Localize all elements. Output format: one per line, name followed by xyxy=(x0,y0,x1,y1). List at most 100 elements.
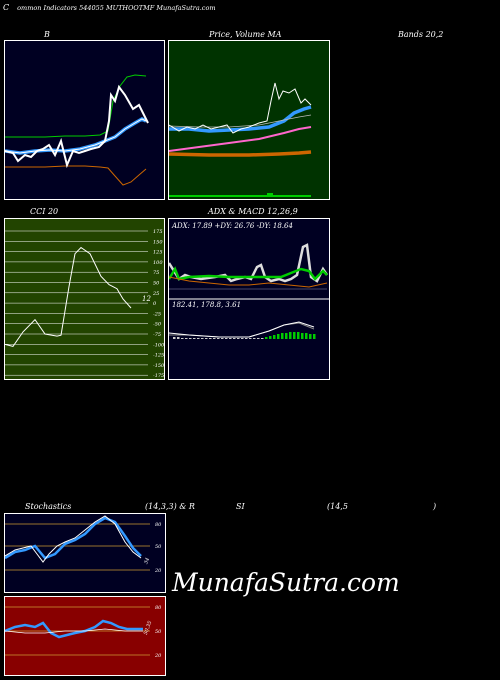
rsi-panel: 80 50 20 50.35 xyxy=(4,596,166,676)
cci-tick-label: 75 xyxy=(153,270,159,276)
macd-histogram xyxy=(173,332,316,339)
header-title-initial: C xyxy=(3,3,10,12)
adx-macd-chart xyxy=(169,243,329,339)
macd-histogram-bar xyxy=(309,334,312,339)
macd-histogram-bar xyxy=(181,338,184,339)
macd-histogram-bar xyxy=(313,334,316,339)
macd-histogram-bar xyxy=(257,338,260,339)
macd-histogram-bar xyxy=(289,332,292,339)
macd-histogram-bar xyxy=(177,337,180,339)
macd-histogram-bar xyxy=(273,335,276,339)
adx-macd-label: ADX & MACD 12,26,9 xyxy=(208,207,298,216)
bollinger-middle-band-overlay xyxy=(5,118,147,154)
cci-value-label: 12 xyxy=(142,295,151,303)
rsi-tick-50: 50 xyxy=(155,629,162,635)
macd-histogram-bar xyxy=(189,338,192,339)
macd-histogram-bar xyxy=(225,338,228,339)
price-volume-chart xyxy=(169,82,312,197)
stoch-tick-20: 20 xyxy=(154,568,162,574)
rsi-chart: 80 50 20 xyxy=(5,605,162,659)
macd-histogram-bar xyxy=(301,333,304,339)
cci-tick-label: -75 xyxy=(153,332,161,338)
stoch-title-label: Stochastics xyxy=(25,502,72,511)
macd-histogram-bar xyxy=(201,338,204,339)
macd-histogram-bar xyxy=(253,338,256,339)
price-line xyxy=(169,82,312,134)
bollinger-upper-band xyxy=(5,74,147,138)
rsi-params-label: (14,5 xyxy=(327,502,348,511)
cci-chart: 175 150 125 100 75 50 25 0 -25 -50 -75 -100 -125 -150… xyxy=(5,229,164,379)
price-ma-blue xyxy=(169,105,312,133)
rsi-tick-20: 20 xyxy=(154,653,162,659)
price-volume-label: Price, Volume MA xyxy=(209,30,282,39)
price-ma-pink xyxy=(169,126,312,152)
macd-histogram-bar xyxy=(285,333,288,339)
macd-histogram-bar xyxy=(249,338,252,339)
macd-histogram-bar xyxy=(197,338,200,339)
adx-plus-di-green xyxy=(169,266,328,281)
cci-tick-label: 100 xyxy=(153,260,163,266)
macd-histogram-bar xyxy=(245,338,248,339)
macd-histogram-bar xyxy=(233,338,236,339)
macd-histogram-bar xyxy=(293,332,296,339)
macd-histogram-bar xyxy=(221,338,224,339)
cci-tick-label: -150 xyxy=(153,363,164,369)
macd-histogram-bar xyxy=(241,338,244,339)
cci-tick-label: -125 xyxy=(153,353,164,359)
stochastics-panel: 80 50 20 34 xyxy=(4,513,166,593)
cci-tick-label: -175 xyxy=(153,373,164,379)
macd-histogram-bar xyxy=(281,333,284,339)
cci-tick-label: 50 xyxy=(153,281,160,287)
stochastics-chart: 80 50 20 xyxy=(5,515,162,574)
macd-histogram-bar xyxy=(297,332,300,339)
adx-values-label: ADX: 17.89 +DY: 26.76 -DY: 18.64 xyxy=(172,222,293,230)
bollinger-panel xyxy=(4,40,165,200)
volume-spike xyxy=(267,193,273,197)
macd-histogram-bar xyxy=(305,333,308,339)
macd-histogram-bar xyxy=(213,338,216,339)
price-volume-panel xyxy=(168,40,330,200)
macd-histogram-bar xyxy=(209,338,212,339)
macd-histogram-bar xyxy=(261,338,264,339)
cci-tick-label: 175 xyxy=(153,229,163,235)
macd-histogram-bar xyxy=(229,338,232,339)
bollinger-lower-band xyxy=(5,165,147,186)
macd-histogram-bar xyxy=(265,337,268,339)
cci-label: CCI 20 xyxy=(30,207,59,216)
cci-tick-label: 125 xyxy=(153,250,163,256)
macd-histogram-bar xyxy=(173,337,176,339)
macd-line xyxy=(169,321,315,338)
watermark: MunafaSutra.com xyxy=(172,568,400,597)
macd-values-label: 182.41, 178.8, 3.61 xyxy=(172,301,242,309)
cci-panel: 175 150 125 100 75 50 25 0 -25 -50 -75 -100 -125 -150… xyxy=(4,218,165,380)
macd-histogram-bar xyxy=(277,334,280,339)
header-title-rest: ommon Indicators 544055 MUTHOOTMF Munafa… xyxy=(17,4,216,12)
bollinger-price-line xyxy=(5,84,149,169)
macd-histogram-bar xyxy=(205,338,208,339)
bands-label: Bands 20,2 xyxy=(398,30,444,39)
rsi-close-paren: ) xyxy=(433,502,437,511)
macd-histogram-bar xyxy=(237,338,240,339)
cci-tick-label: -100 xyxy=(153,342,164,348)
cci-tick-label: -25 xyxy=(153,311,161,317)
price-ma-orange xyxy=(169,150,312,157)
adx-minus-di-orange xyxy=(169,276,328,288)
cci-tick-label: 25 xyxy=(152,291,159,297)
rsi-tick-80: 80 xyxy=(155,605,162,611)
macd-histogram-bar xyxy=(269,336,272,339)
cci-line xyxy=(5,246,132,347)
bollinger-chart xyxy=(5,74,149,186)
cci-tick-label: 150 xyxy=(153,239,163,245)
stoch-tick-50: 50 xyxy=(155,544,162,550)
adx-macd-panel: ADX: 17.89 +DY: 26.76 -DY: 18.64 182.41,… xyxy=(168,218,330,380)
rsi-si-label: SI xyxy=(236,502,245,511)
stoch-k-line xyxy=(5,515,142,563)
macd-histogram-bar xyxy=(185,338,188,339)
bands-label-b: B xyxy=(44,30,50,39)
stoch-d-line xyxy=(5,516,142,560)
stoch-tick-80: 80 xyxy=(155,522,162,528)
macd-histogram-bar xyxy=(217,338,220,339)
adx-white-line xyxy=(169,243,329,283)
stoch-params-label: (14,3,3) & R xyxy=(145,502,195,511)
